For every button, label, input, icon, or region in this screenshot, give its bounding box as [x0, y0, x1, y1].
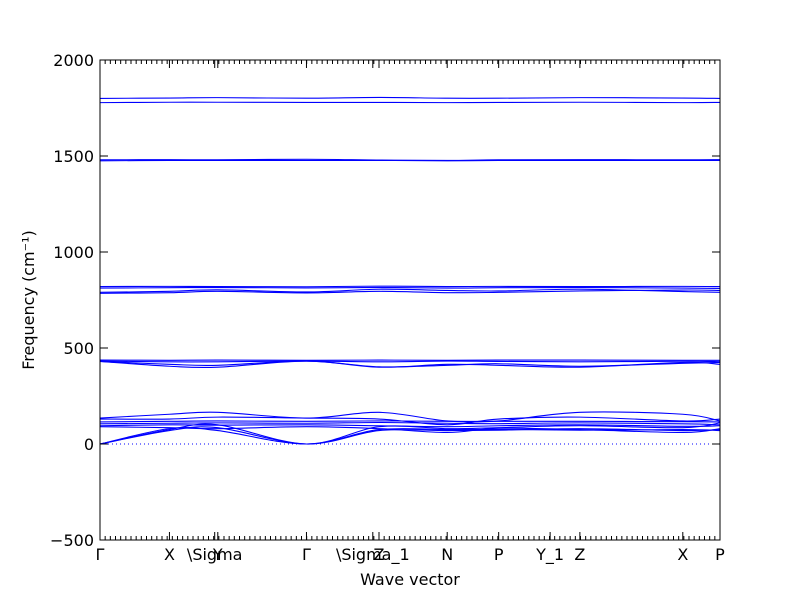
kpoint-label: Z	[374, 545, 385, 564]
plot-frame	[99, 59, 721, 541]
kpoint-label: \Sigma	[187, 545, 243, 564]
band-line-12	[99, 360, 721, 368]
band-line-10	[99, 360, 721, 363]
band-line-1	[99, 96, 721, 99]
y-tick-label: 1000	[53, 243, 94, 262]
y-tick-label: 500	[63, 339, 94, 358]
kpoint-label: X	[164, 545, 175, 564]
band-line-6	[99, 286, 721, 290]
band-line-8	[99, 289, 721, 294]
band-line-15	[99, 420, 721, 423]
band-line-5	[99, 285, 721, 288]
kpoint-label: N	[441, 545, 453, 564]
kpoint-label: P	[494, 545, 504, 564]
y-tick-label: 0	[84, 435, 94, 454]
y-tick-label: −500	[50, 531, 94, 550]
kpoint-label: Y	[212, 545, 223, 564]
kpoint-label: Z	[574, 545, 585, 564]
band-line-20	[99, 426, 721, 445]
y-tick-label: 2000	[53, 51, 94, 70]
kpoint-label: \Sigma_1	[336, 545, 410, 565]
y-tick-label: 1500	[53, 147, 94, 166]
kpoint-label: Y_1	[535, 545, 564, 565]
band-line-16	[99, 421, 721, 426]
band-line-19	[99, 422, 721, 445]
band-line-13	[99, 411, 721, 423]
kpoint-label: Γ	[96, 545, 105, 564]
x-axis-label: Wave vector	[360, 570, 460, 589]
kpoint-label: Γ	[302, 545, 311, 564]
kpoint-label: P	[715, 545, 725, 564]
y-axis-label: Frequency (cm⁻¹)	[19, 230, 38, 369]
band-line-21	[99, 427, 721, 445]
kpoint-label: X	[677, 545, 688, 564]
